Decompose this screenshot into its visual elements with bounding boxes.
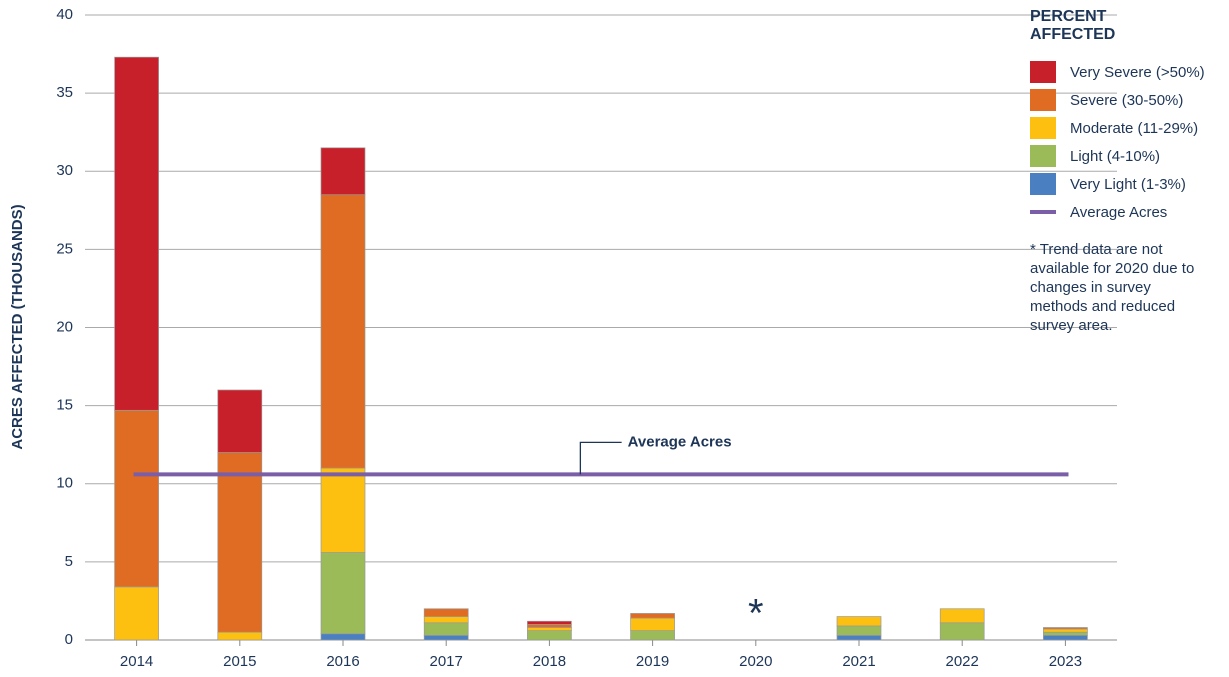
bar-segment	[1043, 631, 1088, 636]
bar-segment	[1043, 628, 1088, 633]
y-tick-label: 15	[56, 397, 73, 414]
bar-segment	[114, 586, 159, 641]
legend-swatch	[1030, 173, 1056, 195]
bar-segment	[939, 608, 985, 624]
legend-swatch	[1030, 117, 1056, 139]
legend-title: PERCENT AFFECTED	[1030, 8, 1116, 43]
x-tick-label: 2015	[223, 653, 256, 670]
bar-segment	[1043, 627, 1088, 630]
y-tick-label: 35	[56, 84, 73, 101]
bar-segment	[527, 630, 572, 641]
x-tick-label: 2018	[533, 653, 566, 670]
y-tick-label: 25	[56, 240, 73, 257]
bar-segment	[320, 194, 366, 469]
legend-swatch	[1030, 61, 1056, 83]
legend-item: Severe (30-50%)	[1030, 86, 1225, 114]
bar-segment	[527, 627, 572, 631]
bar-segment	[630, 613, 675, 619]
bar-segment	[320, 147, 366, 196]
legend: PERCENT AFFECTED Very Severe (>50%) Sever…	[1030, 8, 1225, 335]
legend-label: Moderate (11-29%)	[1070, 119, 1199, 137]
bar-segment	[630, 617, 675, 631]
bar-segment	[423, 634, 469, 641]
x-tick-label: 2019	[636, 653, 669, 670]
note: * Trend data are not available for 2020 …	[1030, 241, 1195, 334]
legend-label: Average Acres	[1070, 203, 1168, 221]
legend-item: Moderate (11-29%)	[1030, 114, 1225, 142]
legend-item: Average Acres	[1030, 198, 1225, 226]
bar-segment	[217, 631, 263, 641]
bar-segment	[217, 389, 263, 453]
x-tick-label: 2021	[842, 653, 875, 670]
legend-swatch	[1030, 210, 1056, 214]
bar-segment	[527, 620, 572, 625]
legend-item: Very Severe (>50%)	[1030, 58, 1225, 86]
y-tick-label: 10	[56, 475, 73, 492]
legend-label: Very Severe (>50%)	[1070, 63, 1205, 81]
y-tick-label: 30	[56, 162, 73, 179]
x-tick-label: 2023	[1049, 653, 1082, 670]
bar-segment	[527, 624, 572, 628]
bar-segment	[836, 625, 882, 636]
bar-segment	[630, 630, 675, 641]
y-tick-label: 0	[65, 631, 73, 648]
legend-item: Light (4-10%)	[1030, 142, 1225, 170]
legend-swatch	[1030, 145, 1056, 167]
legend-label: Light (4-10%)	[1070, 147, 1161, 165]
bar-segment	[320, 552, 366, 635]
x-tick-label: 2016	[326, 653, 359, 670]
bar-segment	[1043, 634, 1088, 641]
legend-label: Very Light (1-3%)	[1070, 175, 1186, 193]
bar-segment	[114, 56, 159, 411]
bar-segment	[423, 616, 469, 624]
average-annotation: Average Acres	[628, 433, 732, 450]
missing-marker: *	[748, 592, 764, 636]
y-tick-label: 40	[56, 6, 73, 23]
y-tick-label: 20	[56, 318, 73, 335]
y-axis-label: ACRES AFFECTED (THOUSANDS)	[9, 204, 26, 449]
bar-segment	[836, 616, 882, 627]
annotation-leader	[579, 441, 622, 475]
bar-segment	[423, 622, 469, 636]
bar-segment	[939, 622, 985, 641]
x-tick-label: 2020	[739, 653, 772, 670]
legend-item: Very Light (1-3%)	[1030, 170, 1225, 198]
bar-segment	[423, 608, 469, 617]
x-tick-label: 2014	[120, 653, 153, 670]
bar-segment	[836, 634, 882, 641]
bar-segment	[320, 467, 366, 553]
bar-segment	[217, 452, 263, 633]
bar-segment	[320, 633, 366, 641]
x-tick-label: 2022	[946, 653, 979, 670]
legend-label: Severe (30-50%)	[1070, 91, 1184, 109]
x-tick-label: 2017	[430, 653, 463, 670]
bar-segment	[114, 409, 159, 588]
y-tick-label: 5	[65, 553, 73, 570]
legend-swatch	[1030, 89, 1056, 111]
